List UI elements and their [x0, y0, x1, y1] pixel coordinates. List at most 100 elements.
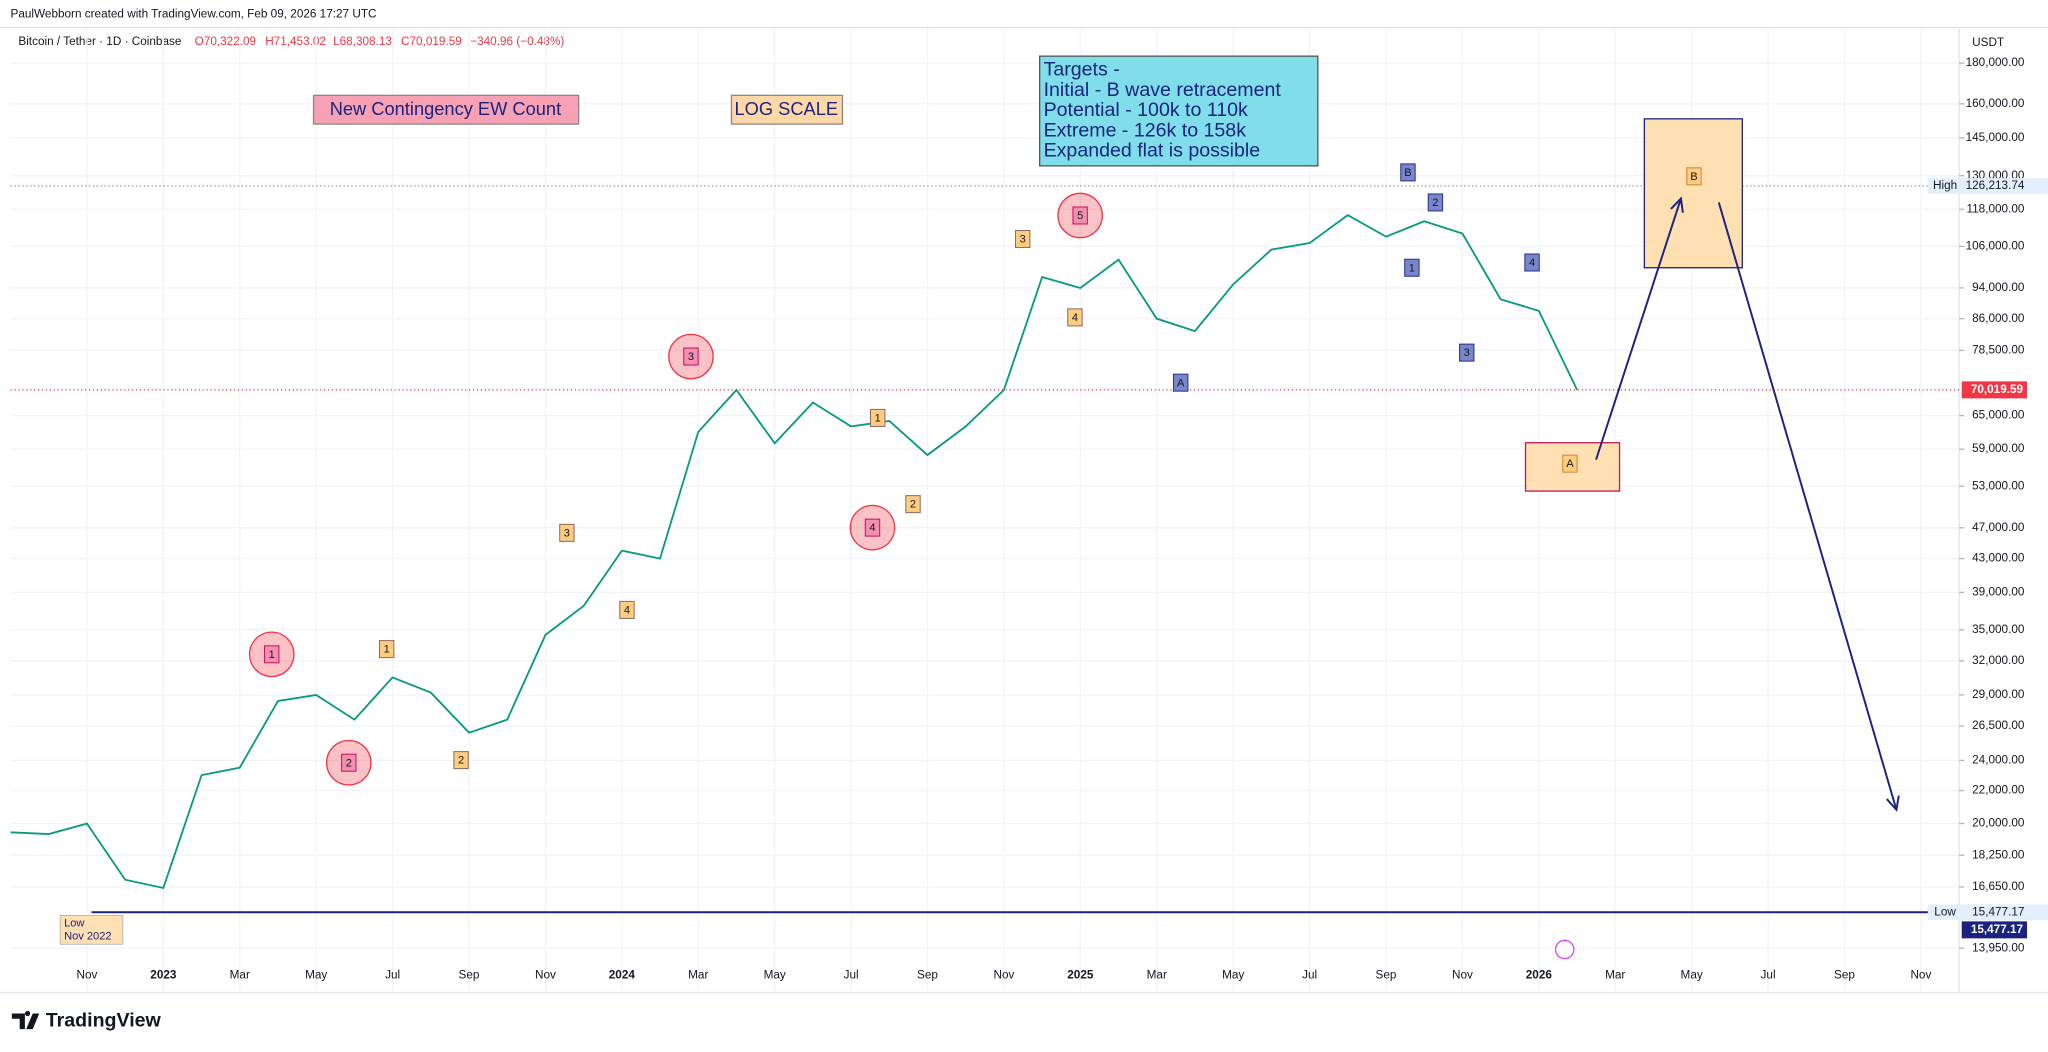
y-tick-label: 26,500.00 [1972, 719, 2025, 732]
orange-label-text: 4 [624, 605, 630, 617]
low-price: L68,308.13 [333, 35, 392, 48]
blue-label [1404, 258, 1420, 277]
blue-label [1427, 193, 1444, 212]
orange-label-text: 4 [1072, 312, 1078, 324]
y-tick-label: 35,000.00 [1972, 623, 2025, 636]
orange-label-text: 3 [564, 527, 570, 539]
orange-label-text: 3 [1020, 234, 1026, 246]
x-tick-label: 2025 [1067, 969, 1094, 982]
y-tick-label: 180,000.00 [1966, 56, 2025, 69]
x-tick-label: Sep [1834, 969, 1855, 982]
blue-label-text: A [1177, 377, 1185, 389]
change: −340.96 (−0.48%) [470, 35, 564, 48]
x-tick-label: 2023 [150, 969, 177, 982]
high-price: H71,453.02 [265, 35, 326, 48]
y-tick-label: 78,500.00 [1972, 343, 2025, 356]
orange-label [378, 640, 395, 659]
y-tick-label: 160,000.00 [1966, 97, 2025, 110]
orange-label-text: 2 [910, 499, 916, 511]
low-note-line: Low [64, 917, 85, 929]
y-tick-label: 32,000.00 [1972, 654, 2025, 667]
logo-mark [11, 1010, 40, 1030]
symbol: Bitcoin / Tether · 1D · Coinbase [18, 35, 182, 48]
y-tick-label: 145,000.00 [1966, 131, 2025, 144]
wave-circle-label [683, 347, 699, 366]
arrow-shaft [1595, 198, 1682, 461]
event-icon [1554, 939, 1575, 960]
x-tick-label: Jul [1761, 969, 1776, 982]
wave-circle-label-text: 5 [1077, 210, 1083, 222]
arrow-head [1670, 196, 1684, 213]
scale-box [730, 94, 844, 125]
blue-label [1459, 343, 1475, 362]
blue-label [1400, 163, 1416, 182]
title-box [312, 94, 580, 125]
targets-line: Targets - [1044, 59, 1120, 81]
y-tick-label: 39,000.00 [1972, 586, 2025, 599]
high-name: High [1933, 179, 1957, 192]
wave-circle-label-text: 4 [869, 522, 875, 534]
credit: PaulWebborn created with TradingView.com… [11, 7, 377, 20]
x-tick-label: Jul [1302, 969, 1317, 982]
low-axis-label: 15,477.17 [1971, 923, 2024, 936]
y-tick-label: 106,000.00 [1966, 239, 2025, 252]
x-tick-label: Nov [1452, 969, 1473, 982]
y-tick-label: 16,650.00 [1972, 880, 2025, 893]
y-tick-label: 29,000.00 [1972, 688, 2025, 701]
brand-logo: TradingView [11, 1009, 162, 1031]
orange-label [905, 495, 921, 514]
orange-label-text: 1 [384, 644, 390, 656]
b-box [1643, 118, 1743, 269]
orange-label-text: 1 [875, 413, 881, 425]
y-tick-label: 118,000.00 [1966, 202, 2024, 215]
y-tick-label: 18,250.00 [1972, 848, 2025, 861]
blue-label-text: 4 [1529, 257, 1535, 269]
arrow-head [1886, 795, 1900, 812]
y-tick-label: 59,000.00 [1972, 442, 2025, 455]
low-note-box [59, 915, 124, 945]
x-tick-label: Nov [1910, 969, 1931, 982]
open: O70,322.09 [195, 35, 256, 48]
low-tag [1927, 904, 2048, 921]
targets-line: Potential - 100k to 110k [1044, 99, 1248, 121]
arrow-shaft [1717, 202, 1898, 811]
blue-label [1524, 253, 1540, 272]
x-tick-label: May [1222, 969, 1244, 982]
x-tick-label: Sep [459, 969, 480, 982]
wave-circle-label [1072, 206, 1088, 225]
wave-circle-label [341, 753, 357, 772]
x-tick-label: May [764, 969, 786, 982]
blue-label-text: 2 [1432, 197, 1438, 209]
wave-circle-label-text: 2 [346, 757, 352, 769]
high-tag [1927, 178, 2048, 194]
blue-label-text: 1 [1409, 262, 1415, 274]
scale-box-text: LOG SCALE [735, 98, 839, 119]
orange-label [1014, 229, 1031, 249]
y-tick-label: 43,000.00 [1972, 552, 2025, 565]
x-tick-label: 2026 [1526, 969, 1553, 982]
x-tick-label: Sep [917, 969, 938, 982]
box-label-text: B [1690, 171, 1697, 183]
wave-circle-label [264, 645, 280, 664]
brand: TradingView [46, 1009, 162, 1031]
x-tick-label: Mar [688, 969, 708, 982]
low-note-line: Nov 2022 [64, 930, 112, 942]
high-label: 126,213.74 [1966, 179, 2025, 192]
targets-line: Extreme - 126k to 158k [1044, 119, 1247, 141]
y-tick-label: 53,000.00 [1972, 479, 2025, 492]
y-tick-label: 65,000.00 [1972, 409, 2025, 422]
y-tick-label: 24,000.00 [1972, 754, 2025, 767]
box-label-text: A [1566, 458, 1574, 470]
y-tick-label: 20,000.00 [1972, 817, 2025, 830]
y-tick-label: 13,950.00 [1972, 941, 2025, 954]
orange-label [559, 523, 575, 542]
wave-circle-label [864, 518, 881, 537]
currency: USDT [1972, 36, 2004, 49]
low-name: Low [1934, 905, 1956, 918]
orange-label [453, 751, 469, 770]
x-tick-label: Jul [844, 969, 859, 982]
orange-label [870, 408, 886, 427]
low-axis-tag [1961, 921, 2028, 939]
